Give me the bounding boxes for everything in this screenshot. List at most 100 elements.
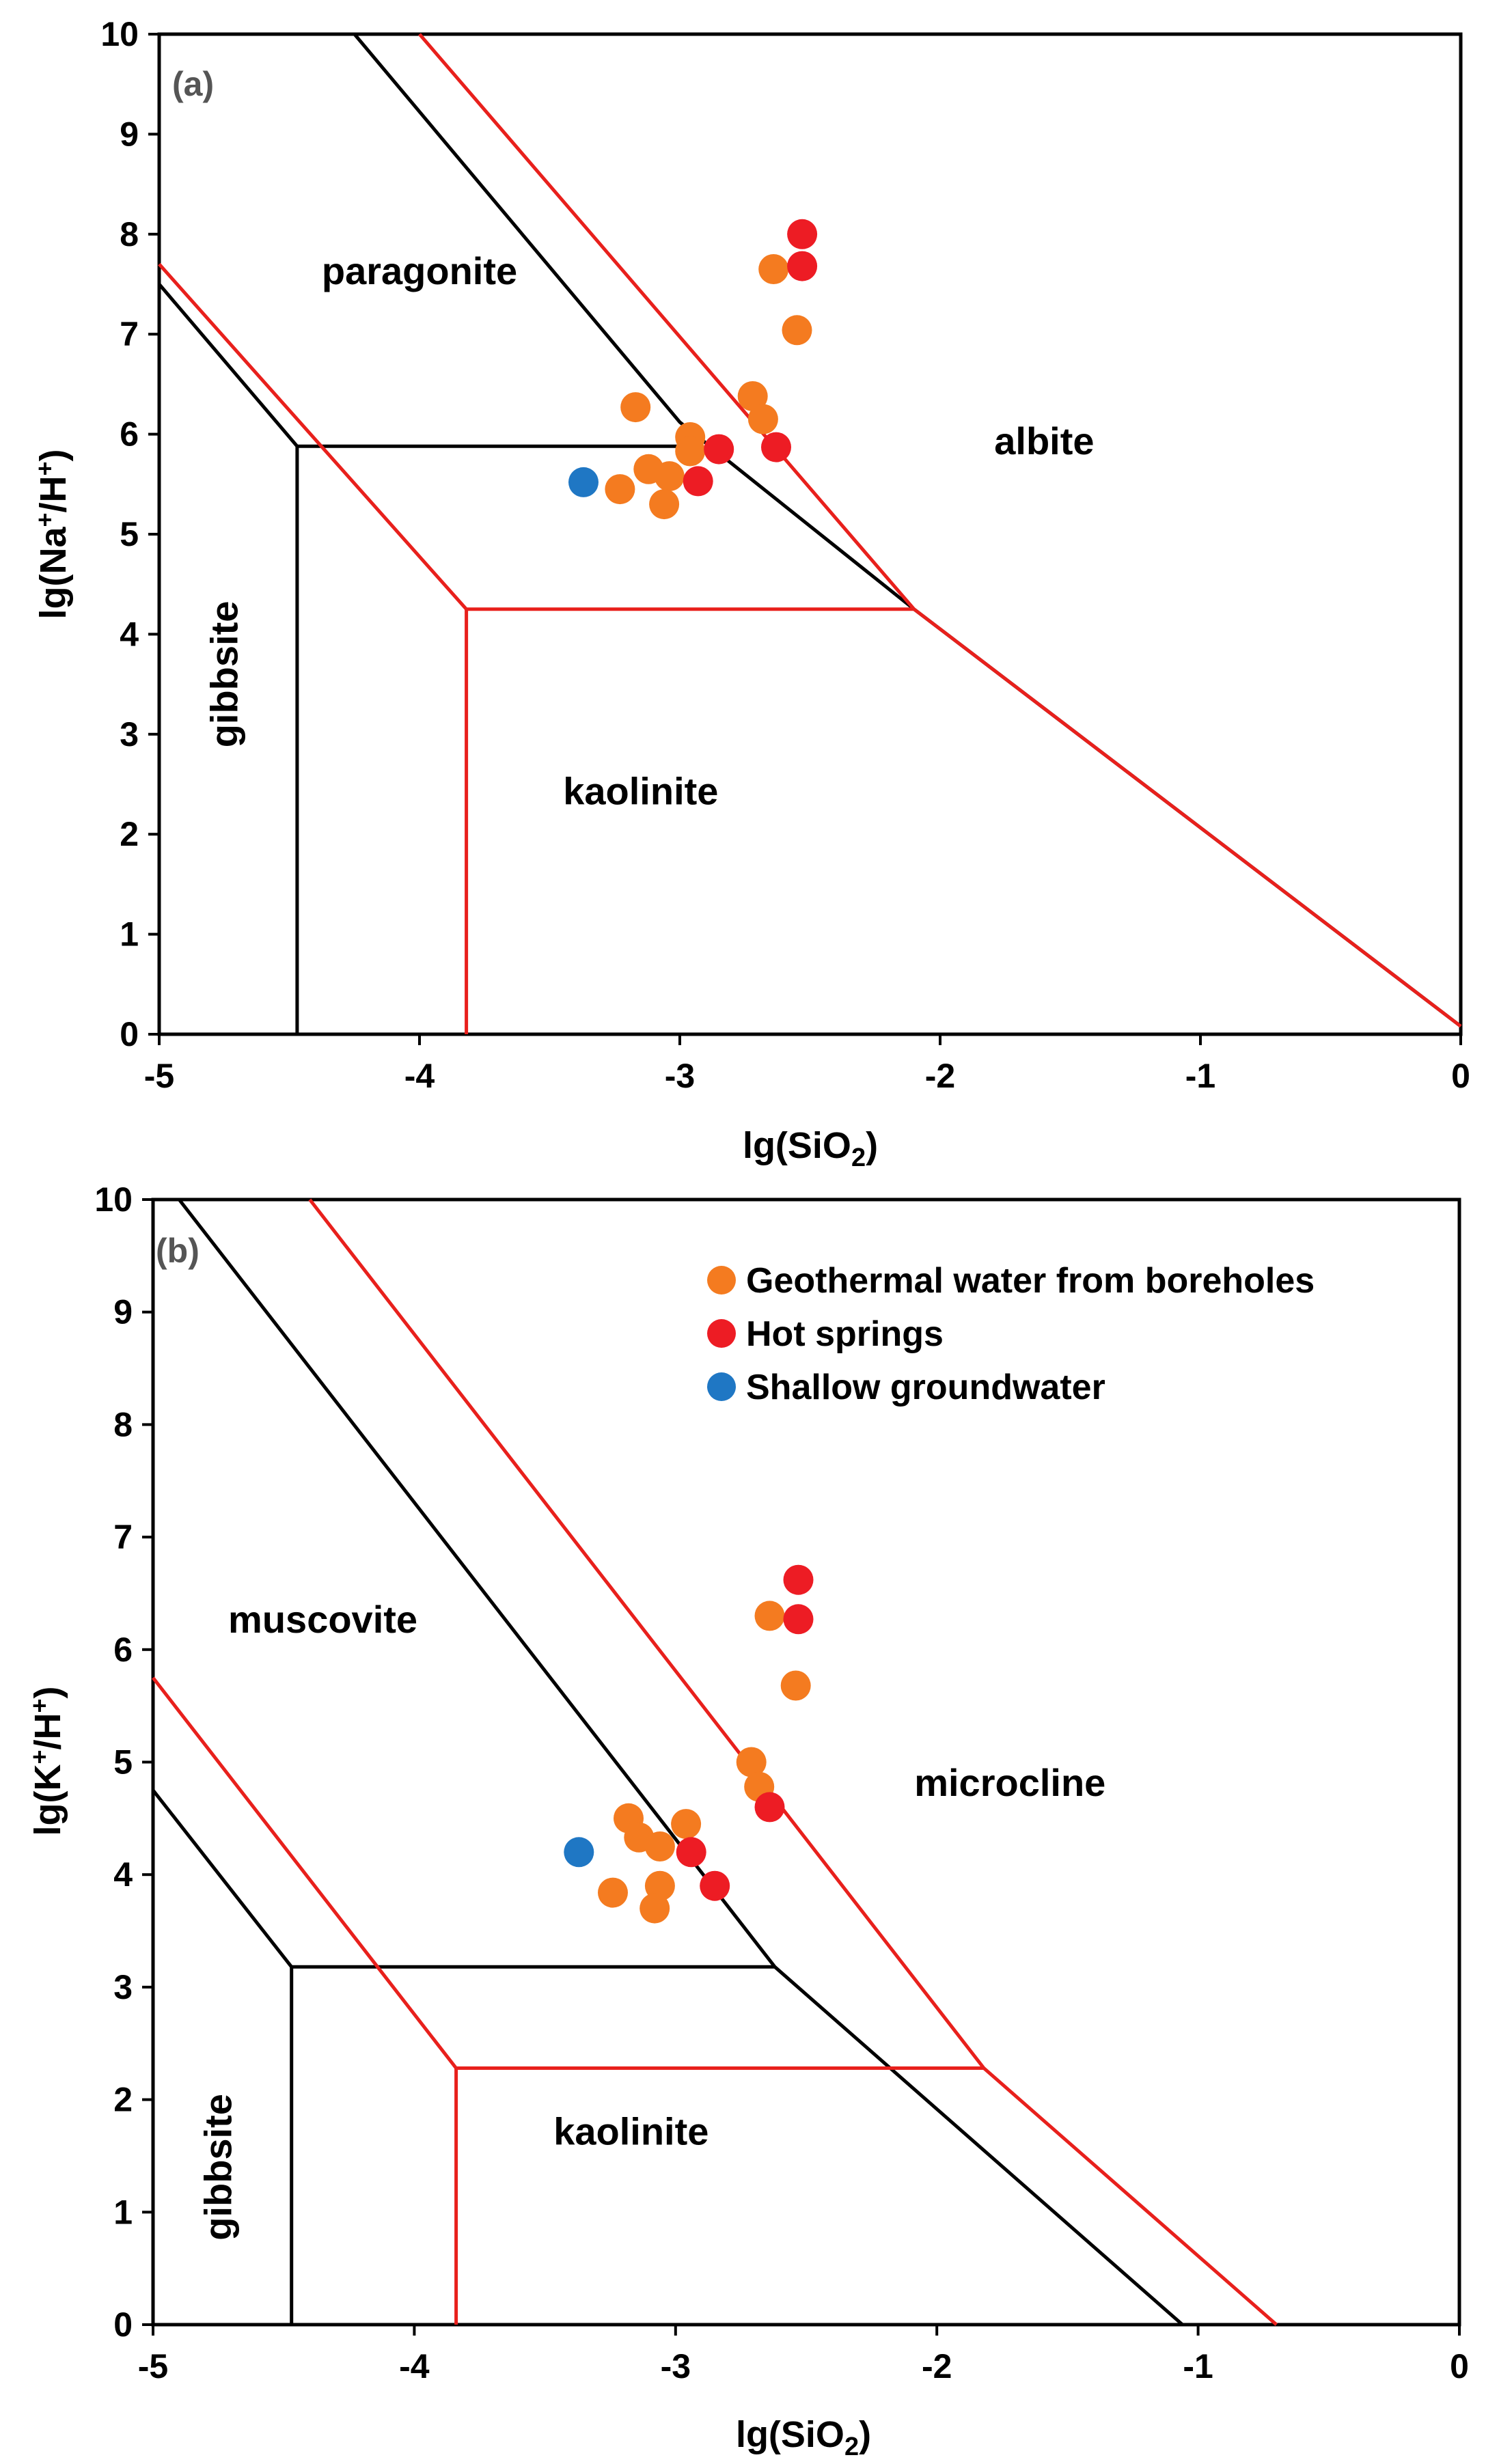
data-point-geothermal-water-from-boreholes <box>758 254 789 284</box>
chart-panel-b: -5 -4 -3 -2 -1 0 0 1 2 3 4 5 6 7 8 9 10 muscovite microcl… <box>25 1180 1469 2461</box>
field-label-gibbsite: gibbsite <box>202 601 245 748</box>
data-point-geothermal-water-from-boreholes <box>754 1601 785 1631</box>
y-tick-label: 4 <box>113 1855 133 1894</box>
data-point-geothermal-water-from-boreholes <box>780 1670 811 1701</box>
panel-label-b: (b) <box>156 1232 200 1270</box>
chart-panel-a: -5 -4 -3 -2 -1 0 0 1 2 3 4 5 6 7 8 9 10 paragonite albite… <box>31 15 1470 1172</box>
x-tick-label: -4 <box>404 1057 435 1095</box>
y-tick-label: 10 <box>100 15 139 53</box>
y-tick-label: 10 <box>94 1180 133 1219</box>
y-tick-label: 5 <box>120 515 139 553</box>
legend-marker-geothermal-water-from-boreholes <box>707 1266 736 1295</box>
data-point-hot-springs <box>683 466 713 497</box>
y-tick-label: 0 <box>120 1015 139 1053</box>
data-point-geothermal-water-from-boreholes <box>605 474 635 505</box>
legend-marker-hot-springs <box>707 1319 736 1348</box>
field-label-gibbsite: gibbsite <box>197 2094 240 2241</box>
data-point-geothermal-water-from-boreholes <box>598 1877 628 1908</box>
x-tick-label: -1 <box>1185 1057 1215 1095</box>
x-tick-label: 0 <box>1450 2347 1469 2385</box>
y-tick-label: 5 <box>113 1743 133 1782</box>
field-label-microcline: microcline <box>914 1761 1105 1804</box>
y-tick-label: 4 <box>120 615 139 653</box>
panel-label-a: (a) <box>172 65 214 103</box>
boundary-line-a-2 <box>158 283 299 447</box>
field-labels-a: paragonite albite gibbsite kaolinite <box>202 249 1094 812</box>
data-point-geothermal-water-from-boreholes <box>644 1870 675 1901</box>
field-label-kaolinite: kaolinite <box>563 769 718 812</box>
field-labels-b: muscovite microcline gibbsite kaolinite <box>197 1598 1106 2241</box>
data-point-geothermal-water-from-boreholes <box>654 461 685 492</box>
x-axis-title-b: lg(SiO2) <box>736 2414 871 2461</box>
y-tick-label: 7 <box>120 315 139 353</box>
data-point-geothermal-water-from-boreholes <box>782 315 812 346</box>
data-point-geothermal-water-from-boreholes <box>640 1893 670 1924</box>
data-point-geothermal-water-from-boreholes <box>747 404 778 434</box>
data-point-hot-springs <box>761 432 791 462</box>
data-point-geothermal-water-from-boreholes <box>671 1809 702 1840</box>
data-point-hot-springs <box>700 1870 730 1901</box>
data-point-hot-springs <box>704 434 734 465</box>
y-tick-label: 3 <box>113 1968 133 2006</box>
legend-label-shallow-groundwater: Shallow groundwater <box>746 1368 1105 1407</box>
boundary-line-b-6 <box>308 1198 1278 2326</box>
x-tick-label: 0 <box>1451 1057 1470 1095</box>
y-tick-label: 0 <box>113 2306 133 2344</box>
y-tick-label: 9 <box>120 115 139 153</box>
data-point-hot-springs <box>754 1792 785 1823</box>
field-label-paragonite: paragonite <box>322 249 517 292</box>
plot-area-a <box>157 32 1463 1036</box>
data-point-geothermal-water-from-boreholes <box>644 1831 675 1861</box>
legend-marker-shallow-groundwater <box>707 1372 736 1401</box>
y-tick-label: 6 <box>120 415 139 454</box>
x-tick-label: -4 <box>399 2347 430 2385</box>
data-points-a <box>568 219 818 520</box>
y-tick-label: 9 <box>113 1293 133 1331</box>
data-point-geothermal-water-from-boreholes <box>675 436 706 467</box>
field-label-muscovite: muscovite <box>228 1598 417 1641</box>
y-tick-label: 1 <box>113 2193 133 2231</box>
data-point-hot-springs <box>787 251 818 281</box>
x-tick-label: -3 <box>661 2347 691 2385</box>
phase-boundaries-a <box>158 33 1462 1034</box>
y-tick-label: 2 <box>113 2081 133 2119</box>
legend-label-hot-springs: Hot springs <box>746 1314 944 1354</box>
axis-ticks-b: -5 -4 -3 -2 -1 0 0 1 2 3 4 5 6 7 8 9 10 <box>94 1180 1469 2385</box>
field-label-albite: albite <box>994 419 1094 462</box>
x-tick-label: -5 <box>138 2347 168 2385</box>
y-tick-label: 6 <box>113 1631 133 1669</box>
boundary-line-a-6 <box>418 33 1462 1028</box>
x-tick-label: -2 <box>925 1057 955 1095</box>
data-point-hot-springs <box>787 219 818 249</box>
y-tick-label: 2 <box>120 815 139 853</box>
boundary-line-b-2 <box>152 1789 293 1968</box>
y-axis-title-a: lg(Na+/H+) <box>31 449 74 619</box>
data-point-shallow-groundwater <box>564 1837 594 1868</box>
y-tick-label: 7 <box>113 1518 133 1556</box>
y-tick-label: 8 <box>120 215 139 253</box>
data-point-geothermal-water-from-boreholes <box>649 489 680 520</box>
x-tick-label: -3 <box>665 1057 695 1095</box>
data-point-geothermal-water-from-boreholes <box>737 381 768 411</box>
y-tick-label: 3 <box>120 715 139 753</box>
data-point-hot-springs <box>783 1564 814 1595</box>
y-tick-label: 1 <box>120 915 139 954</box>
data-point-shallow-groundwater <box>568 467 599 497</box>
y-tick-label: 8 <box>113 1405 133 1443</box>
legend: Geothermal water from boreholes Hot sprin… <box>707 1261 1315 1407</box>
x-tick-label: -1 <box>1183 2347 1213 2385</box>
data-point-geothermal-water-from-boreholes <box>736 1747 767 1777</box>
data-point-geothermal-water-from-boreholes <box>620 392 651 423</box>
y-axis-title-b: lg(K+/H+) <box>25 1686 68 1836</box>
data-point-hot-springs <box>783 1604 814 1635</box>
field-label-kaolinite: kaolinite <box>553 2109 709 2152</box>
axis-ticks-a: -5 -4 -3 -2 -1 0 0 1 2 3 4 5 6 7 8 9 10 <box>100 15 1470 1095</box>
x-axis-title-a: lg(SiO2) <box>743 1125 878 1172</box>
phase-boundaries-b <box>152 1198 1278 2326</box>
data-points-b <box>564 1564 814 1924</box>
data-point-hot-springs <box>676 1837 706 1868</box>
boundary-line-b-3 <box>178 1198 1184 2326</box>
legend-label-geothermal-water-from-boreholes: Geothermal water from boreholes <box>746 1261 1315 1301</box>
x-tick-label: -2 <box>922 2347 952 2385</box>
